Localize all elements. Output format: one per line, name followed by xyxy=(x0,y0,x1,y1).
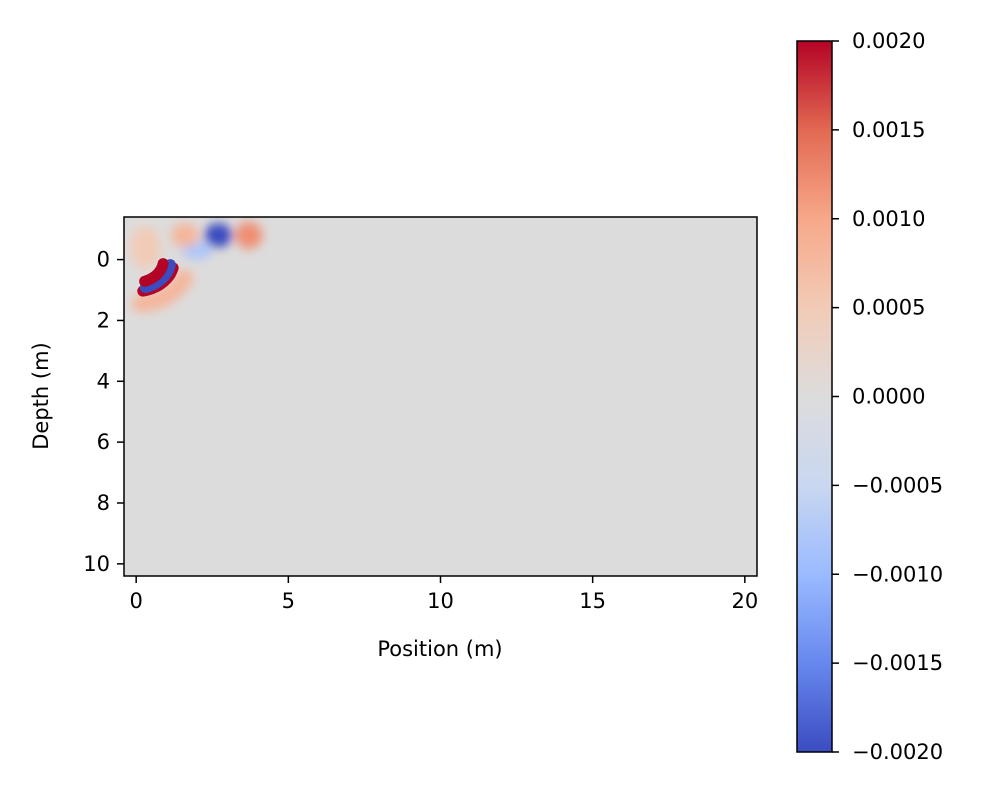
colorbar-fill xyxy=(797,41,832,752)
colorbar-tick-label: −0.0020 xyxy=(852,740,943,764)
field-band xyxy=(131,269,194,313)
colorbar-tick-label: 0.0020 xyxy=(852,29,925,53)
x-tick-label: 0 xyxy=(129,589,142,613)
colorbar-tick-label: −0.0010 xyxy=(852,562,943,586)
y-tick-label: 8 xyxy=(97,491,110,515)
colorbar-tick-label: 0.0005 xyxy=(852,296,925,320)
x-tick-label: 15 xyxy=(579,589,606,613)
y-axis-label: Depth (m) xyxy=(29,342,53,449)
y-axis-ticks: 0 2 4 6 8 10 xyxy=(83,248,124,576)
field-blob xyxy=(130,226,161,269)
colorbar-tick-label: −0.0015 xyxy=(852,651,943,675)
field-blob xyxy=(171,223,199,248)
field-blob xyxy=(235,221,263,249)
colorbar: 0.0020 0.0015 0.0010 0.0005 0.0000 −0.0005 −0.… xyxy=(796,29,943,764)
y-tick-label: 0 xyxy=(97,248,110,272)
x-tick-label: 20 xyxy=(731,589,758,613)
colorbar-tick-label: 0.0015 xyxy=(852,118,925,142)
y-tick-label: 2 xyxy=(97,308,110,332)
colorbar-tick-label: 0.0000 xyxy=(852,385,925,409)
field-band xyxy=(139,259,176,293)
y-tick-label: 6 xyxy=(97,430,110,454)
colorbar-tick-label: −0.0005 xyxy=(852,473,943,497)
x-axis-ticks: 0 5 10 15 20 xyxy=(129,576,758,613)
x-tick-label: 10 xyxy=(427,589,454,613)
diffuse-features xyxy=(130,221,263,313)
heatmap-axes: 0 5 10 15 20 0 2 4 6 8 10 Position (m) Depth (m) xyxy=(29,216,758,661)
field-blob xyxy=(204,223,233,248)
wavefield-features xyxy=(130,221,263,313)
x-axis-label: Position (m) xyxy=(377,637,502,661)
y-tick-label: 4 xyxy=(97,369,110,393)
field-band xyxy=(139,258,169,287)
colorbar-ticks: 0.0020 0.0015 0.0010 0.0005 0.0000 −0.0005 −0.… xyxy=(832,29,943,764)
x-tick-label: 5 xyxy=(282,589,295,613)
plot-background xyxy=(124,217,757,576)
colorbar-tick-label: 0.0010 xyxy=(852,207,925,231)
sharp-features xyxy=(137,258,179,297)
y-tick-label: 10 xyxy=(83,552,110,576)
